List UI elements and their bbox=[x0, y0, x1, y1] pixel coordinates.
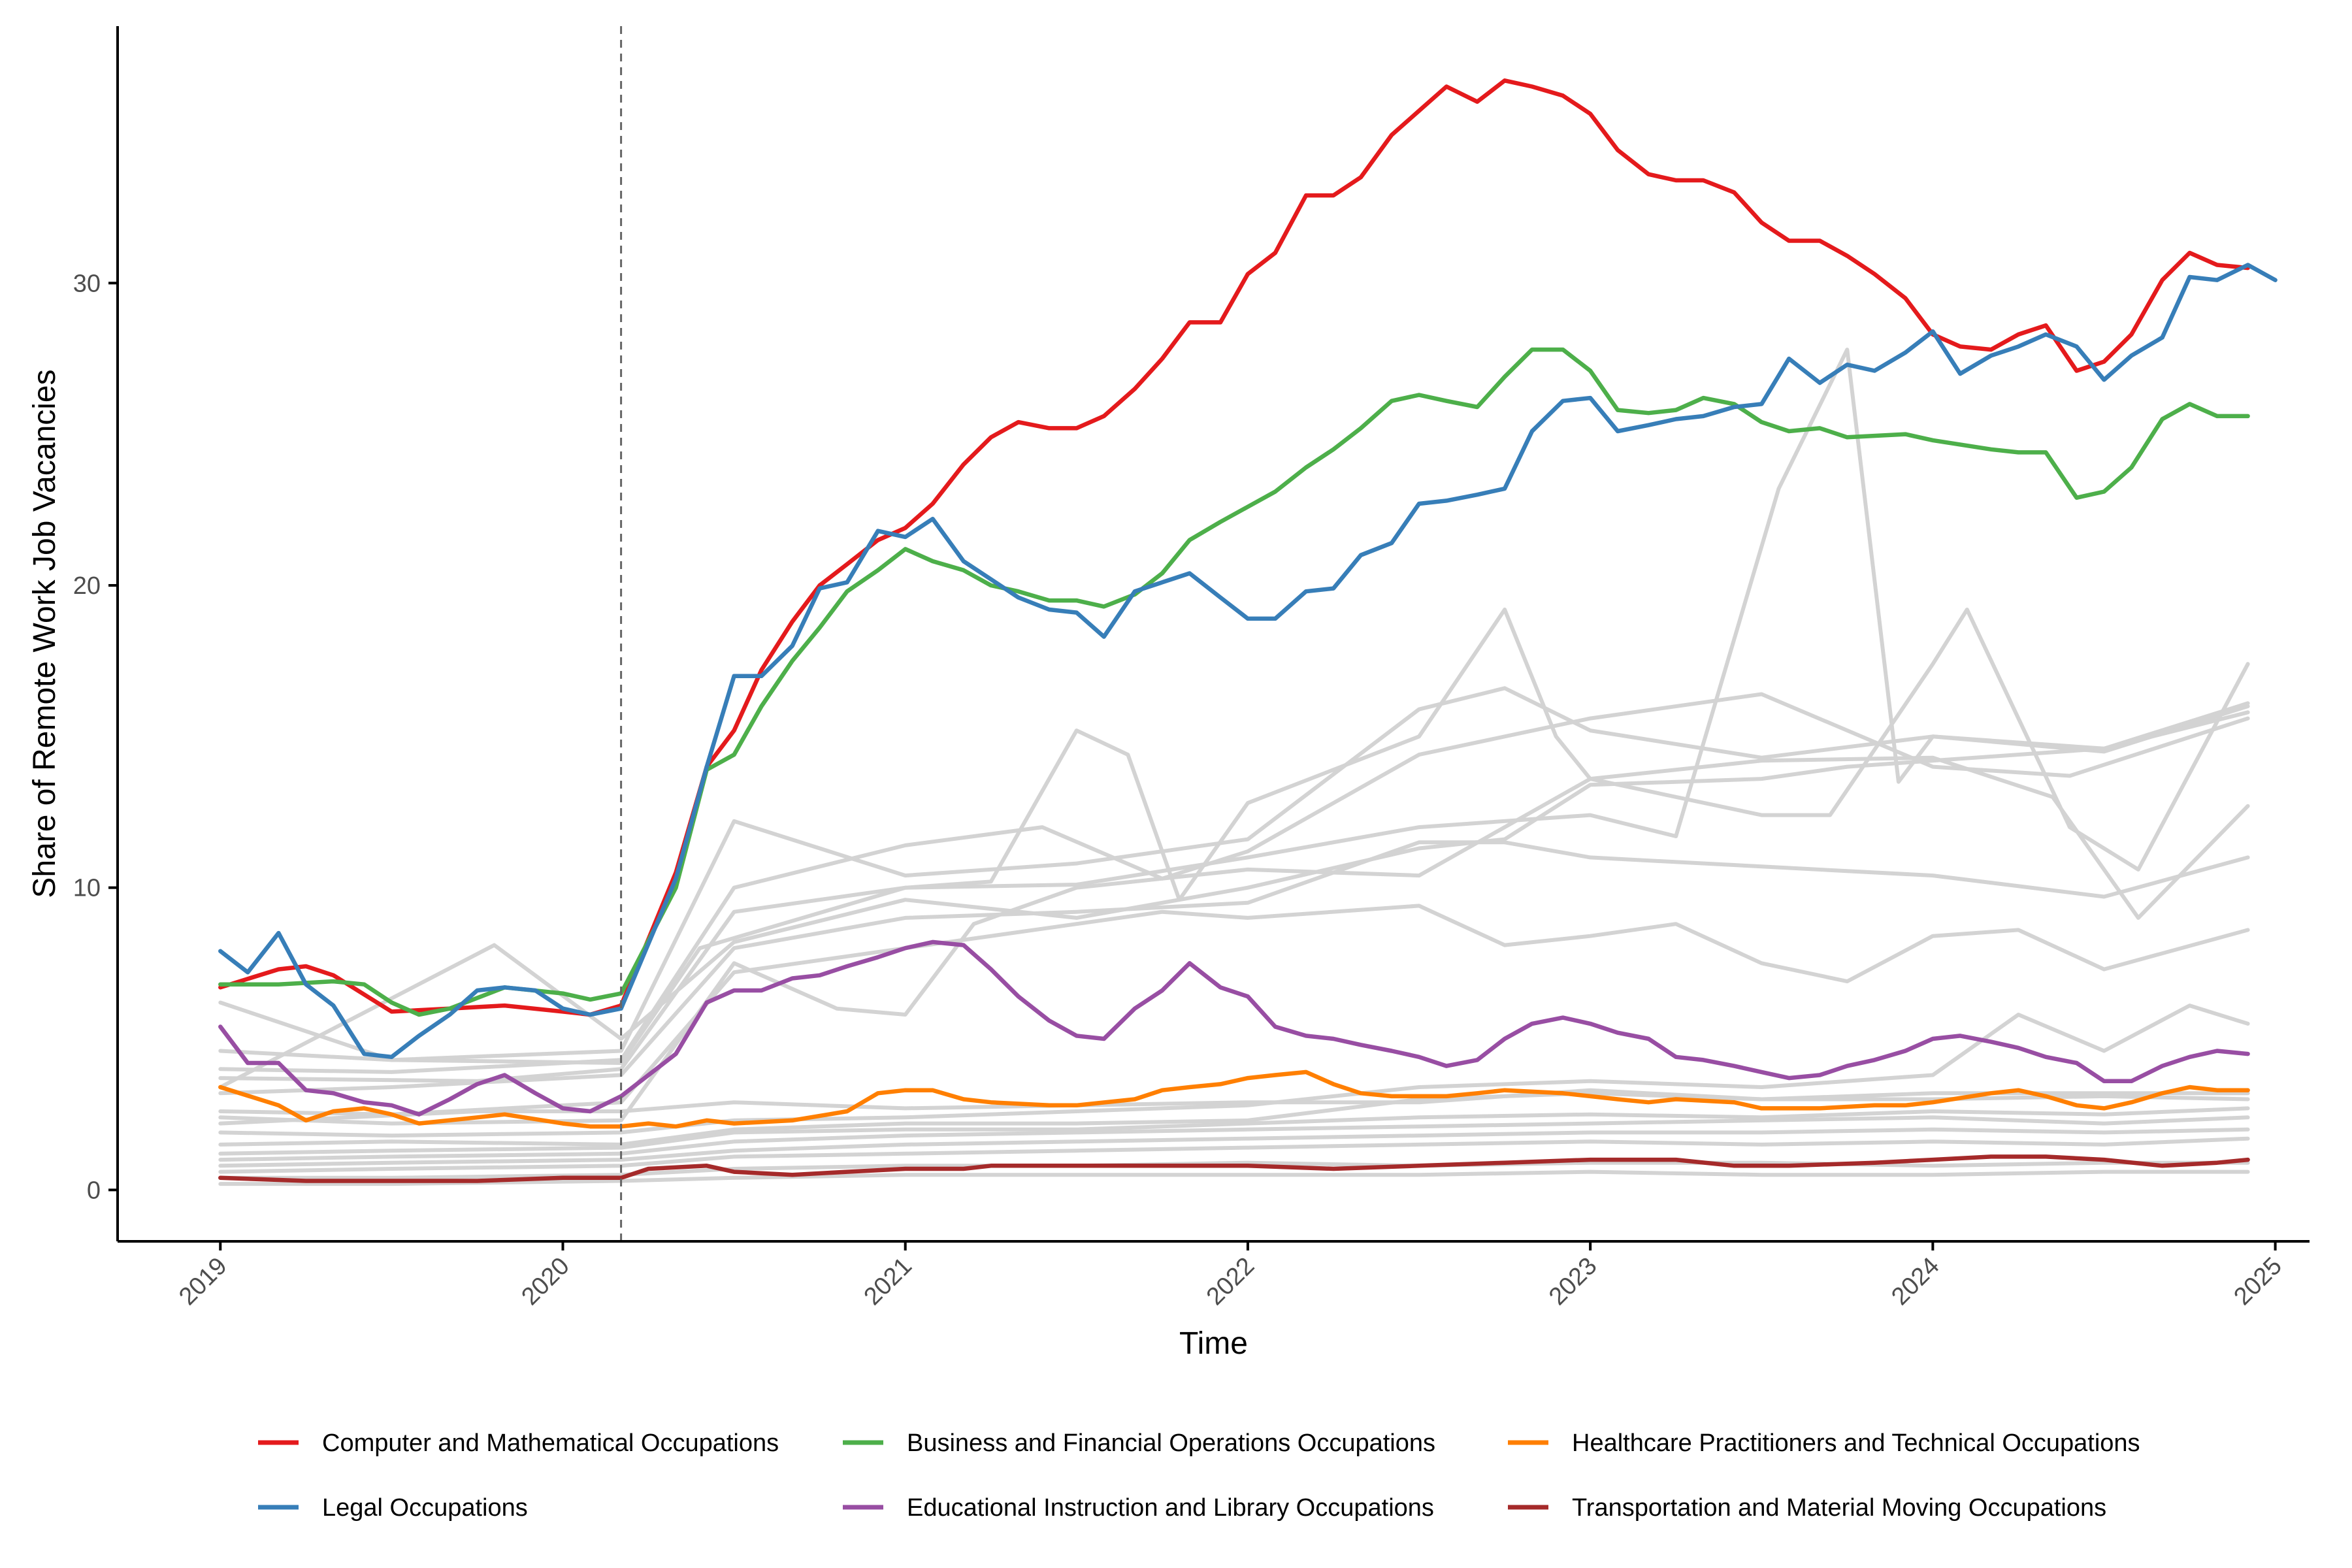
highlighted-series-group bbox=[218, 78, 2278, 1183]
background-series-line bbox=[218, 904, 2250, 1117]
series-line bbox=[218, 263, 2278, 1060]
series-line bbox=[218, 939, 2250, 1117]
series-line bbox=[218, 1070, 2250, 1129]
x-axis-title: Time bbox=[1179, 1326, 1248, 1361]
legend-label: Healthcare Practitioners and Technical O… bbox=[1572, 1429, 2140, 1457]
background-series-line bbox=[218, 1127, 2250, 1168]
background-series-line bbox=[218, 1004, 2250, 1138]
background-series-line bbox=[218, 1106, 2250, 1156]
legend-label: Legal Occupations bbox=[322, 1494, 528, 1522]
legend-label: Business and Financial Operations Occupa… bbox=[907, 1429, 1435, 1457]
y-axis-ticks: 0 10 20 30 bbox=[73, 270, 118, 1204]
background-series-line bbox=[218, 1160, 2250, 1180]
legend-label: Educational Instruction and Library Occu… bbox=[907, 1494, 1434, 1522]
plot-area bbox=[218, 26, 2278, 1241]
y-tick-label: 0 bbox=[87, 1177, 101, 1204]
background-series-line bbox=[218, 608, 2250, 1083]
background-series-line bbox=[218, 755, 2250, 1126]
y-tick-label: 30 bbox=[73, 270, 101, 297]
legend-label: Transportation and Material Moving Occup… bbox=[1572, 1494, 2106, 1522]
y-tick-label: 10 bbox=[73, 875, 101, 902]
y-tick-label: 20 bbox=[73, 572, 101, 600]
legend: Computer and Mathematical Occupations Bus… bbox=[258, 1429, 2140, 1522]
legend-label: Computer and Mathematical Occupations bbox=[322, 1429, 779, 1457]
y-axis-title: Share of Remote Work Job Vacancies bbox=[27, 369, 62, 898]
series-line bbox=[218, 1154, 2250, 1183]
background-series-line bbox=[218, 686, 2250, 1062]
